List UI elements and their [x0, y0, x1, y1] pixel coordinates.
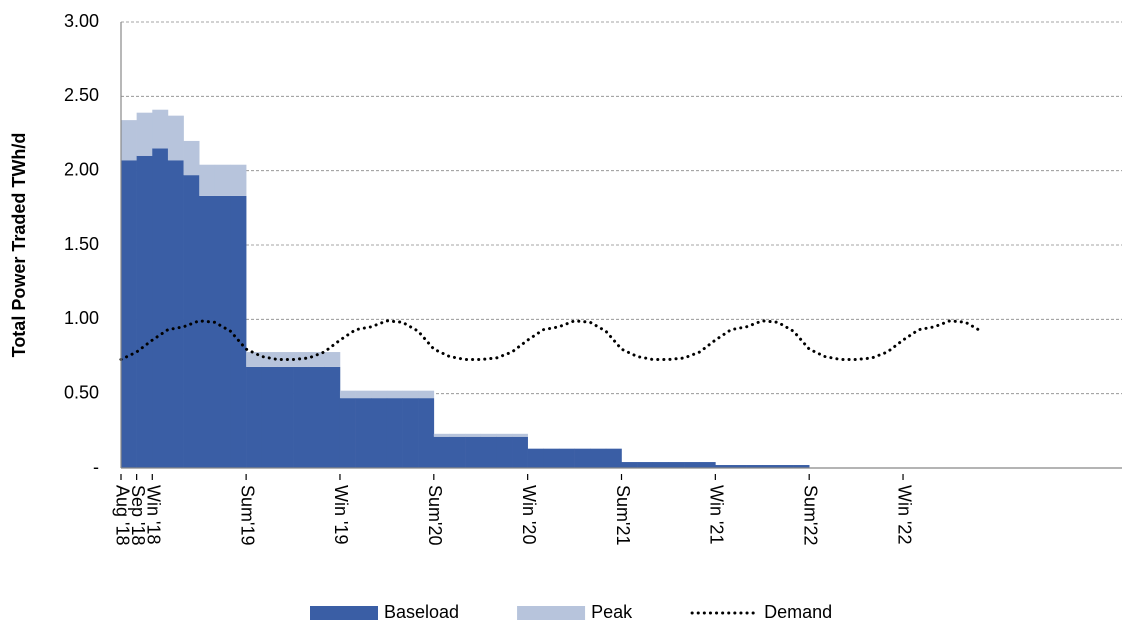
bar-segment	[558, 448, 575, 468]
x-tick-label: Sum'20	[425, 485, 445, 545]
legend-swatch	[517, 606, 586, 620]
bar-segment	[418, 390, 435, 399]
bar-segment	[308, 352, 325, 367]
bar-segment	[152, 148, 169, 468]
bar-segment	[527, 448, 544, 468]
bar-segment	[465, 436, 482, 468]
x-tick-label: Sum'21	[613, 485, 633, 545]
y-tick-label: 1.00	[64, 308, 99, 328]
bar-segment	[136, 112, 153, 156]
bar-segment	[261, 366, 278, 468]
y-tick-label: 2.50	[64, 85, 99, 105]
x-tick-label: Aug '18	[112, 485, 132, 546]
bar-segment	[496, 436, 513, 468]
bar-segment	[449, 436, 466, 468]
bar-segment	[449, 433, 466, 437]
bar-segment	[339, 390, 356, 399]
bar-segment	[261, 352, 278, 367]
x-tick-label: Win '22	[894, 485, 914, 544]
bar-segment	[543, 448, 560, 468]
x-tick-label: Win '20	[519, 485, 539, 544]
bar-segment	[621, 462, 638, 468]
bar-segment	[293, 352, 309, 367]
x-tick-label: Win '19	[331, 485, 351, 544]
bar-segment	[715, 465, 732, 468]
legend-label: Demand	[764, 602, 832, 622]
bar-segment	[699, 462, 716, 468]
bar-segment	[465, 433, 482, 437]
bar-segment	[355, 398, 372, 468]
y-tick-label: 3.00	[64, 11, 99, 31]
bar-segment	[121, 160, 137, 468]
bar-segment	[277, 352, 294, 367]
bar-segment	[386, 390, 403, 399]
bar-segment	[339, 398, 356, 468]
bar-segment	[293, 366, 309, 468]
bar-segment	[433, 433, 450, 437]
bar-segment	[121, 120, 137, 161]
bar-segment	[308, 366, 325, 468]
y-axis-title: Total Power Traded TWh/d	[9, 133, 29, 358]
bar-segment	[246, 366, 263, 468]
bar-segment	[230, 195, 247, 468]
x-tick-label: Sep '18	[128, 485, 148, 546]
bar-segment	[199, 195, 216, 468]
bar-segment	[324, 366, 341, 468]
bar-segment	[746, 465, 763, 468]
bar-segment	[199, 164, 216, 196]
bar-segment	[637, 462, 654, 468]
bar-segment	[214, 195, 231, 468]
y-tick-label: 2.00	[64, 159, 99, 179]
bar-segment	[793, 465, 810, 468]
bar-segment	[480, 433, 497, 437]
bar-segment	[371, 398, 388, 468]
legend-label: Baseload	[384, 602, 459, 622]
bar-segment	[668, 462, 685, 468]
bar-segment	[762, 465, 779, 468]
line-series	[119, 319, 983, 361]
bar-segment	[152, 109, 169, 149]
bar-segment	[730, 465, 747, 468]
bar-segment	[574, 448, 591, 468]
bar-segment	[605, 448, 622, 468]
bar-segment	[777, 465, 794, 468]
bar-segment	[433, 436, 450, 468]
bar-segment	[371, 390, 388, 399]
bar-segment	[512, 433, 528, 437]
bar-segment	[402, 398, 419, 468]
y-tick-label: -	[93, 457, 99, 477]
legend-label: Peak	[591, 602, 633, 622]
bar-segment	[277, 366, 294, 468]
x-tick-label: Sum'22	[800, 485, 820, 545]
x-tick-label: Sum'19	[237, 485, 257, 545]
legend-swatch	[310, 606, 378, 620]
bar-segment	[230, 164, 247, 196]
bar-segment	[480, 436, 497, 468]
y-tick-label: 1.50	[64, 234, 99, 254]
bar-segment	[418, 398, 435, 468]
x-tick-label: Win '21	[707, 485, 727, 544]
bar-segment	[496, 433, 513, 437]
bar-segment	[324, 352, 341, 367]
bar-segment	[386, 398, 403, 468]
bar-segment	[183, 140, 200, 176]
bar-segment	[512, 436, 528, 468]
bar-segment	[136, 155, 153, 469]
bar-segment	[246, 352, 263, 367]
bar-segment	[652, 462, 669, 468]
bar-segment	[183, 175, 200, 469]
bar-segment	[167, 160, 184, 468]
y-tick-label: 0.50	[64, 382, 99, 402]
bar-segment	[402, 390, 419, 399]
bar-segment	[590, 448, 607, 468]
x-tick-label: Win '18	[144, 485, 164, 544]
bar-segment	[355, 390, 372, 399]
bar-segment	[214, 164, 231, 196]
bar-segment	[167, 115, 184, 161]
bar-segment	[684, 462, 701, 468]
